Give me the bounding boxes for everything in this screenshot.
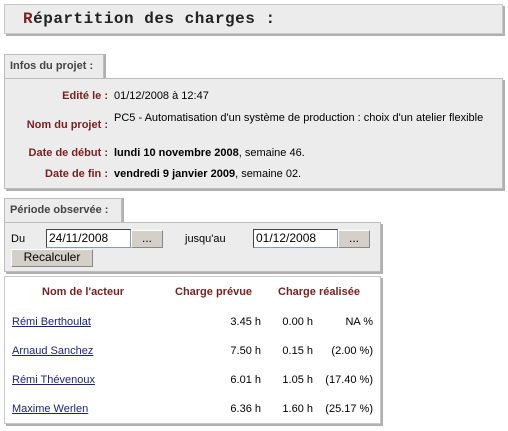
- start-week: , semaine 46.: [238, 147, 305, 159]
- end-week: , semaine 02.: [235, 168, 302, 180]
- actor-link[interactable]: Rémi Berthoulat: [12, 316, 91, 328]
- project-name-value: PC5 - Automatisation d'un système de pro…: [114, 112, 484, 124]
- edited-label: Edité le :: [62, 90, 108, 102]
- header-done: Charge réalisée: [278, 286, 360, 298]
- done-hours: 0.00 h: [282, 316, 313, 328]
- tab-period: Période observée :: [4, 198, 122, 222]
- from-date-picker-button[interactable]: ...: [131, 230, 163, 248]
- project-name-label: Nom du projet :: [26, 119, 108, 131]
- end-date-row: Date de fin : vendredi 9 janvier 2009, s…: [5, 168, 492, 181]
- planned-hours: 3.45 h: [230, 316, 261, 328]
- to-date-picker-label: ...: [348, 231, 359, 245]
- from-date-input[interactable]: 24/11/2008: [46, 229, 131, 248]
- done-hours: 1.05 h: [282, 374, 313, 386]
- actor-link[interactable]: Maxime Werlen: [12, 403, 89, 415]
- from-label: Du: [11, 233, 26, 245]
- header-planned: Charge prévue: [175, 286, 253, 298]
- done-percent: (17.40 %): [325, 374, 373, 386]
- recalculate-label: Recalculer: [23, 250, 81, 264]
- tab-project-info-label: Infos du projet :: [10, 60, 94, 72]
- from-date-value: 24/11/2008: [49, 231, 109, 245]
- edited-value: 01/12/2008 à 12:47: [114, 90, 209, 102]
- page-title-first-letter: R: [23, 10, 34, 28]
- actor-link[interactable]: Rémi Thévenoux: [12, 374, 95, 386]
- planned-hours: 6.01 h: [230, 374, 261, 386]
- header-actor-name: Nom de l'acteur: [42, 286, 125, 298]
- recalculate-button[interactable]: Recalculer: [11, 249, 93, 267]
- page-title-rest: épartition des charges :: [33, 10, 276, 28]
- planned-hours: 6.36 h: [230, 403, 261, 415]
- project-name-row: Nom du projet : PC5 - Automatisation d'u…: [5, 112, 492, 131]
- to-label: jusqu'au: [185, 233, 226, 245]
- start-date-value: lundi 10 novembre 2008: [114, 147, 239, 159]
- start-date-row: Date de début : lundi 10 novembre 2008, …: [5, 147, 492, 160]
- done-percent: (25.17 %): [325, 403, 373, 415]
- done-percent: (2.00 %): [331, 345, 373, 357]
- to-date-value: 01/12/2008: [256, 231, 317, 245]
- to-date-input[interactable]: 01/12/2008: [253, 229, 338, 248]
- tab-period-label: Période observée :: [10, 204, 109, 216]
- to-date-picker-button[interactable]: ...: [338, 230, 370, 248]
- project-info-panel: [4, 78, 503, 189]
- actor-link[interactable]: Arnaud Sanchez: [12, 345, 94, 357]
- done-hours: 0.15 h: [282, 345, 313, 357]
- start-date-label: Date de début :: [28, 147, 108, 159]
- planned-hours: 7.50 h: [230, 345, 261, 357]
- done-hours: 1.60 h: [282, 403, 313, 415]
- edited-row: Edité le : 01/12/2008 à 12:47: [5, 90, 492, 103]
- page-title: Répartition des charges :: [4, 4, 503, 34]
- actors-table: Nom de l'acteur Charge prévue Charge réa…: [4, 276, 381, 424]
- done-percent: NA %: [345, 316, 373, 328]
- end-date-value: vendredi 9 janvier 2009: [114, 168, 236, 180]
- tab-project-info: Infos du projet :: [4, 54, 104, 78]
- end-date-label: Date de fin :: [45, 168, 108, 180]
- from-date-picker-label: ...: [141, 231, 152, 245]
